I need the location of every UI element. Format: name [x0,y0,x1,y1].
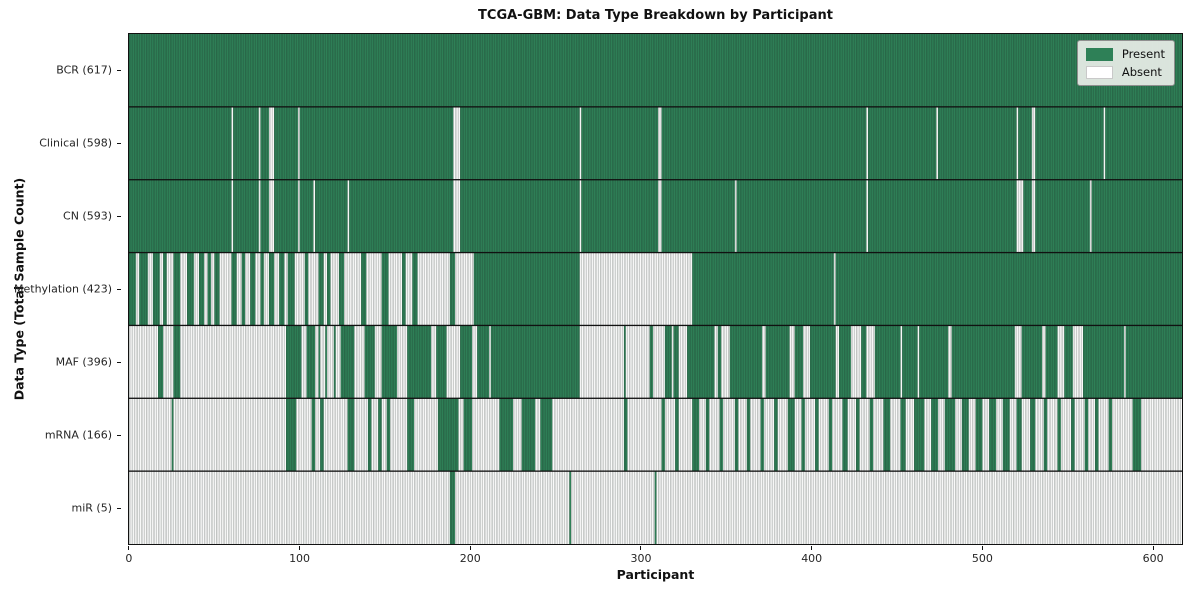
plot-area: Present Absent [128,33,1183,545]
y-tick-label-BCR: BCR (617) [56,63,112,77]
x-tick-label-0: 0 [125,552,133,565]
legend-label-absent: Absent [1121,65,1162,79]
x-tick-mark [640,546,642,550]
x-tick-label-500: 500 [971,552,993,565]
x-tick-mark [981,546,983,550]
x-tick-mark [811,546,813,550]
x-tick-mark [299,546,301,550]
x-tick-label-200: 200 [459,552,481,565]
x-tick-label-600: 600 [1142,552,1164,565]
y-tick-mark [117,362,121,364]
x-tick-label-100: 100 [289,552,311,565]
legend-swatch-present-icon [1085,47,1113,61]
x-tick-label-400: 400 [801,552,823,565]
y-tick-mark [117,508,121,510]
presence-matrix [129,34,1182,544]
y-tick-mark [117,69,121,71]
y-tick-label-Clinical: Clinical (598) [39,136,112,150]
legend-entry-present: Present [1085,47,1165,61]
y-tick-label-miR: miR (5) [71,501,113,515]
legend-label-present: Present [1121,47,1165,61]
y-tick-label-mRNA: mRNA (166) [44,428,112,442]
y-tick-label-CN: CN (593) [63,209,112,223]
x-tick-mark [128,546,130,550]
y-tick-mark [117,215,121,217]
chart-title: TCGA-GBM: Data Type Breakdown by Partici… [478,8,833,23]
y-tick-label-Methylation: Methylation (423) [14,282,112,296]
y-tick-mark [117,142,121,144]
x-tick-mark [1152,546,1154,550]
legend: Present Absent [1076,40,1175,86]
legend-entry-absent: Absent [1085,65,1165,79]
x-axis-label: Participant [616,567,695,582]
legend-swatch-absent-icon [1085,65,1113,79]
x-axis-ticks: 0 100 200 300 400 500 600 [125,545,1183,567]
y-tick-label-MAF: MAF (396) [55,355,112,369]
y-tick-labels: BCR (617) Clinical (598) CN (593) Methylati… [0,33,121,545]
x-tick-label-300: 300 [630,552,652,565]
y-tick-mark [117,435,121,437]
x-tick-mark [469,546,471,550]
y-tick-mark [117,289,121,290]
